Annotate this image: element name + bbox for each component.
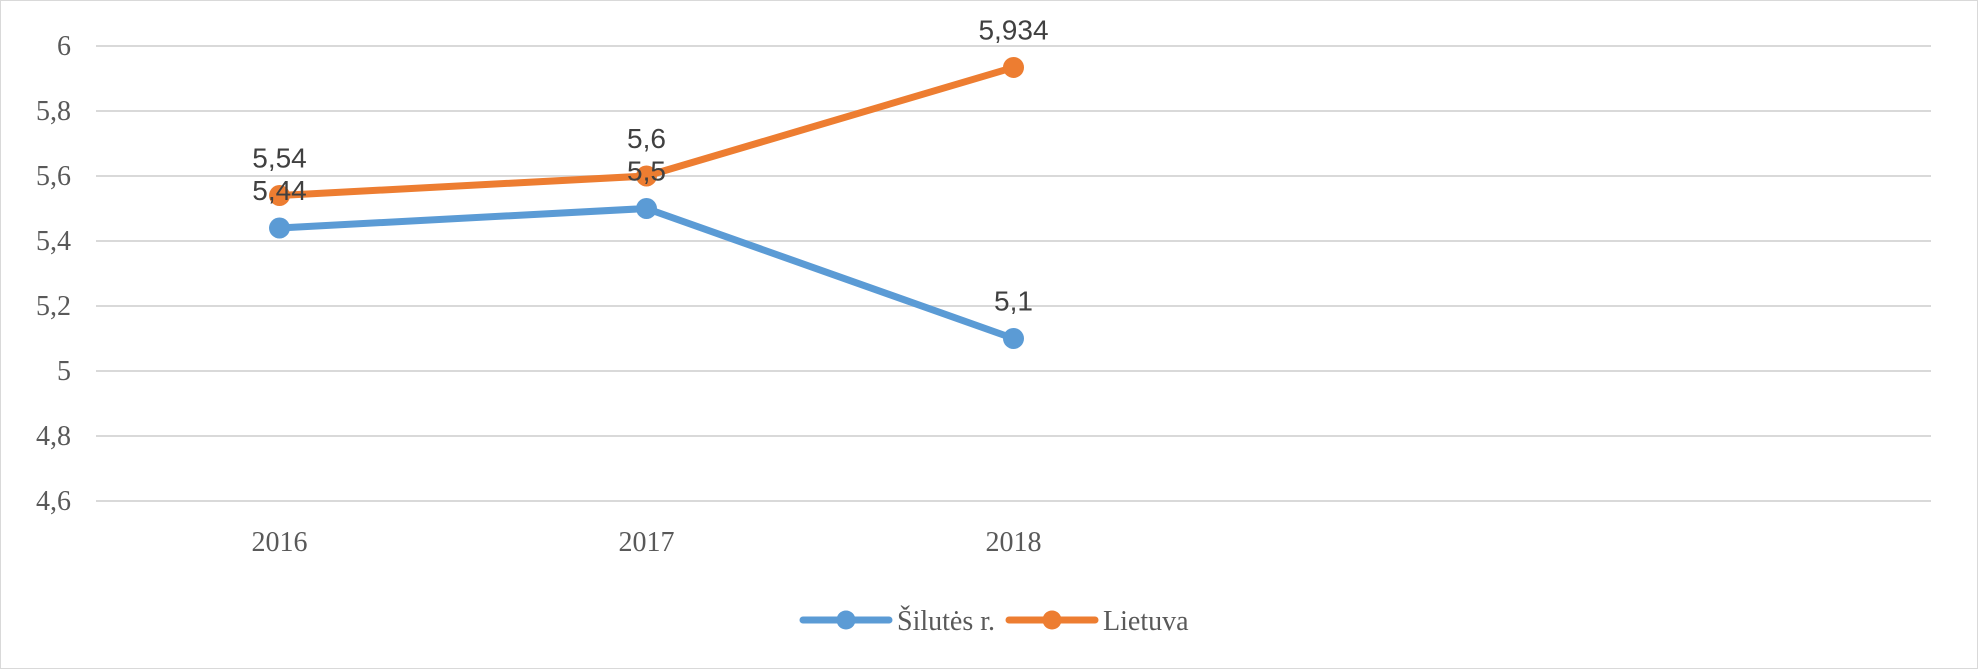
data-labels: 5,44 5,5 5,1 5,54 5,6 5,934 [252, 14, 1048, 316]
legend-marker [1042, 610, 1062, 630]
y-tick-label: 5,4 [36, 226, 71, 257]
legend-label: Lietuva [1103, 606, 1189, 637]
data-point [636, 198, 657, 219]
series-line [276, 205, 1017, 342]
legend: Šilutės r. Lietuva [799, 606, 1189, 637]
data-point [636, 165, 657, 187]
y-tick-label: 4,8 [36, 421, 71, 452]
data-label: 5,5 [627, 156, 666, 187]
y-tick-label: 5,6 [36, 161, 71, 192]
legend-label: Šilutės r. [897, 606, 995, 637]
legend-marker [836, 610, 856, 630]
y-tick-label: 6 [57, 31, 71, 62]
data-point [269, 185, 290, 206]
data-label: 5,54 [252, 143, 307, 174]
y-tick-label: 5 [57, 356, 71, 387]
data-label: 5,1 [994, 286, 1033, 317]
y-tick-label: 5,8 [36, 96, 71, 127]
x-tick-label: 2016 [252, 527, 308, 558]
data-label: 5,44 [252, 175, 307, 206]
y-tick-label: 4,6 [36, 486, 71, 517]
data-point [1003, 56, 1024, 78]
data-point [1003, 328, 1024, 349]
y-axis: 4,6 4,8 5 5,2 5,4 5,6 5,8 6 [36, 31, 71, 517]
grid-lines [96, 45, 1931, 502]
x-axis: 2016 2017 2018 [252, 527, 1042, 558]
x-tick-label: 2017 [619, 527, 675, 558]
y-tick-label: 5,2 [36, 291, 71, 322]
series-group [269, 56, 1024, 349]
data-point [269, 217, 290, 239]
data-label: 5,6 [627, 123, 666, 154]
data-label: 5,934 [978, 14, 1048, 45]
x-tick-label: 2018 [986, 527, 1042, 558]
